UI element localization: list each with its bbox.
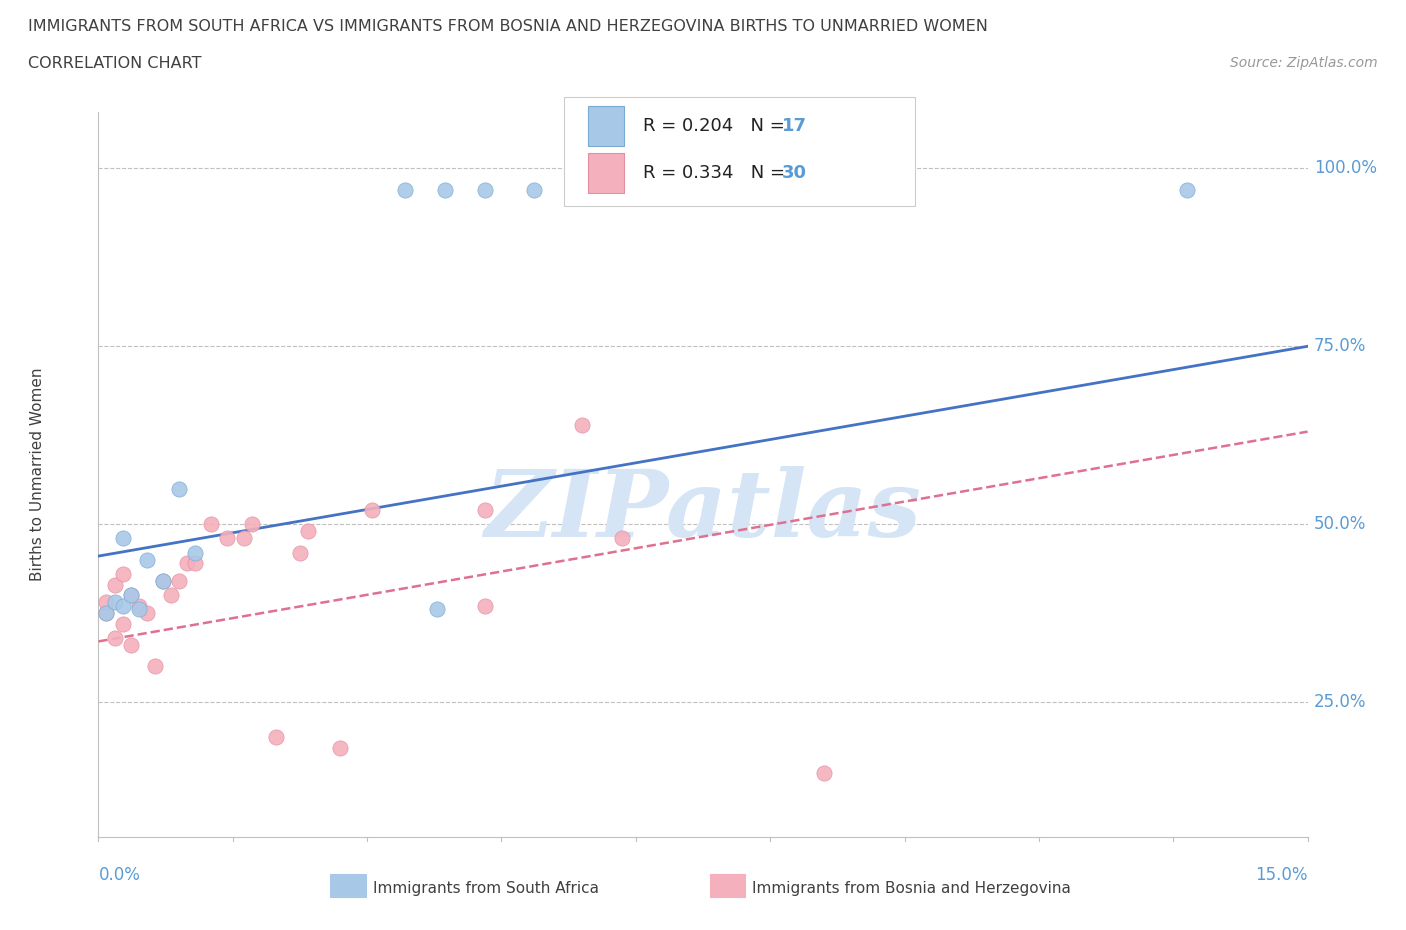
Point [120, 588, 142, 603]
Text: 25.0%: 25.0% [1313, 693, 1367, 711]
Text: 30: 30 [782, 165, 807, 182]
Point [96, 595, 118, 610]
Point [111, 598, 134, 613]
Point [232, 531, 254, 546]
Point [167, 574, 190, 589]
Point [217, 531, 239, 546]
Point [394, 182, 416, 197]
Point [96, 605, 118, 620]
Point [111, 566, 134, 581]
Text: CORRELATION CHART: CORRELATION CHART [28, 56, 201, 71]
Text: Immigrants from South Africa: Immigrants from South Africa [373, 881, 599, 896]
Point [264, 730, 287, 745]
Point [135, 605, 157, 620]
Point [297, 524, 319, 538]
FancyBboxPatch shape [564, 97, 915, 206]
Point [128, 598, 150, 613]
Point [474, 182, 496, 197]
Bar [588, 153, 624, 193]
Point [1175, 182, 1198, 197]
Point [128, 602, 150, 617]
Text: R = 0.334   N =: R = 0.334 N = [643, 165, 790, 182]
Point [152, 574, 174, 589]
Text: 17: 17 [782, 117, 807, 135]
Point [200, 517, 222, 532]
Point [184, 556, 207, 571]
Point [152, 574, 174, 589]
Point [329, 740, 352, 755]
Point [523, 182, 546, 197]
Point [120, 638, 142, 653]
Bar [588, 106, 624, 146]
Point [668, 182, 690, 197]
Point [813, 765, 835, 780]
Point [361, 502, 384, 517]
Point [571, 417, 593, 432]
Text: 50.0%: 50.0% [1313, 515, 1367, 533]
Point [176, 556, 198, 571]
Point [120, 588, 142, 603]
Point [167, 481, 190, 496]
Point [135, 552, 157, 567]
Point [96, 605, 118, 620]
Point [184, 545, 207, 560]
Text: Source: ZipAtlas.com: Source: ZipAtlas.com [1230, 56, 1378, 70]
Point [434, 182, 457, 197]
Point [103, 578, 125, 592]
Text: Immigrants from Bosnia and Herzegovina: Immigrants from Bosnia and Herzegovina [752, 881, 1071, 896]
Point [474, 502, 496, 517]
Text: ZIPatlas: ZIPatlas [485, 466, 921, 555]
Text: 15.0%: 15.0% [1256, 866, 1308, 884]
Point [103, 595, 125, 610]
Text: 0.0%: 0.0% [98, 866, 141, 884]
Text: 75.0%: 75.0% [1313, 338, 1367, 355]
Point [160, 588, 183, 603]
Point [111, 531, 134, 546]
Text: IMMIGRANTS FROM SOUTH AFRICA VS IMMIGRANTS FROM BOSNIA AND HERZEGOVINA BIRTHS TO: IMMIGRANTS FROM SOUTH AFRICA VS IMMIGRAN… [28, 19, 988, 33]
Point [426, 602, 449, 617]
Point [474, 598, 496, 613]
Point [103, 631, 125, 645]
Point [288, 545, 311, 560]
Point [612, 531, 634, 546]
Text: 100.0%: 100.0% [1313, 159, 1376, 178]
Text: Births to Unmarried Women: Births to Unmarried Women [31, 367, 45, 581]
Point [111, 617, 134, 631]
Text: R = 0.204   N =: R = 0.204 N = [643, 117, 790, 135]
Point [143, 658, 166, 673]
Point [240, 517, 263, 532]
